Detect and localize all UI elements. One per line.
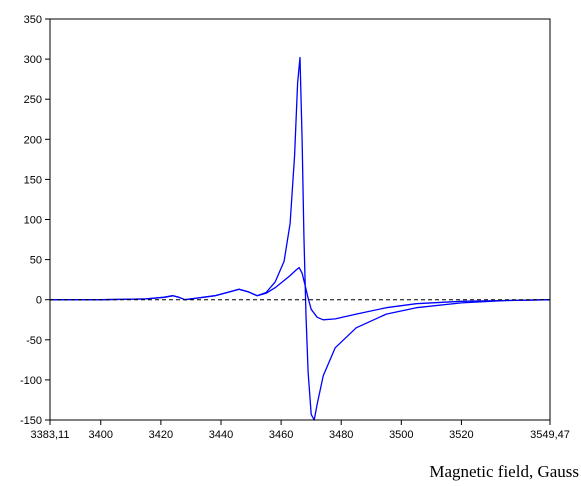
series-layer	[50, 56, 551, 421]
y-tick-label: 0	[36, 295, 42, 307]
y-tick-label: -150	[20, 415, 42, 427]
x-tick-label: 3383,11	[31, 429, 70, 441]
x-tick-label: 3460	[269, 429, 293, 441]
x-tick-label: 3480	[329, 429, 353, 441]
y-tick-label: 100	[24, 215, 42, 227]
y-tick-label: -100	[20, 375, 42, 387]
series-line-2	[50, 266, 551, 321]
x-axis-label: Magnetic field, Gauss	[429, 462, 579, 481]
x-tick-label: 3420	[149, 429, 173, 441]
ticks-layer: 350 300 250 200 150 100 50 0 -50 -100 -150 3383,11 3…	[20, 14, 570, 441]
x-tick-label: 3520	[449, 429, 473, 441]
y-tick-label: 200	[24, 134, 42, 146]
x-tick-label: 3500	[389, 429, 413, 441]
y-tick-label: 50	[30, 255, 42, 267]
x-tick-label: 3440	[209, 429, 233, 441]
y-tick-label: 300	[24, 54, 42, 66]
y-tick-label: 150	[24, 174, 42, 186]
series-line-1	[50, 56, 551, 421]
x-tick-label: 3400	[89, 429, 113, 441]
y-tick-label: 250	[24, 94, 42, 106]
x-tick-label: 3549,47	[530, 429, 570, 441]
y-tick-label: -50	[26, 335, 42, 347]
y-tick-label: 350	[24, 14, 42, 26]
